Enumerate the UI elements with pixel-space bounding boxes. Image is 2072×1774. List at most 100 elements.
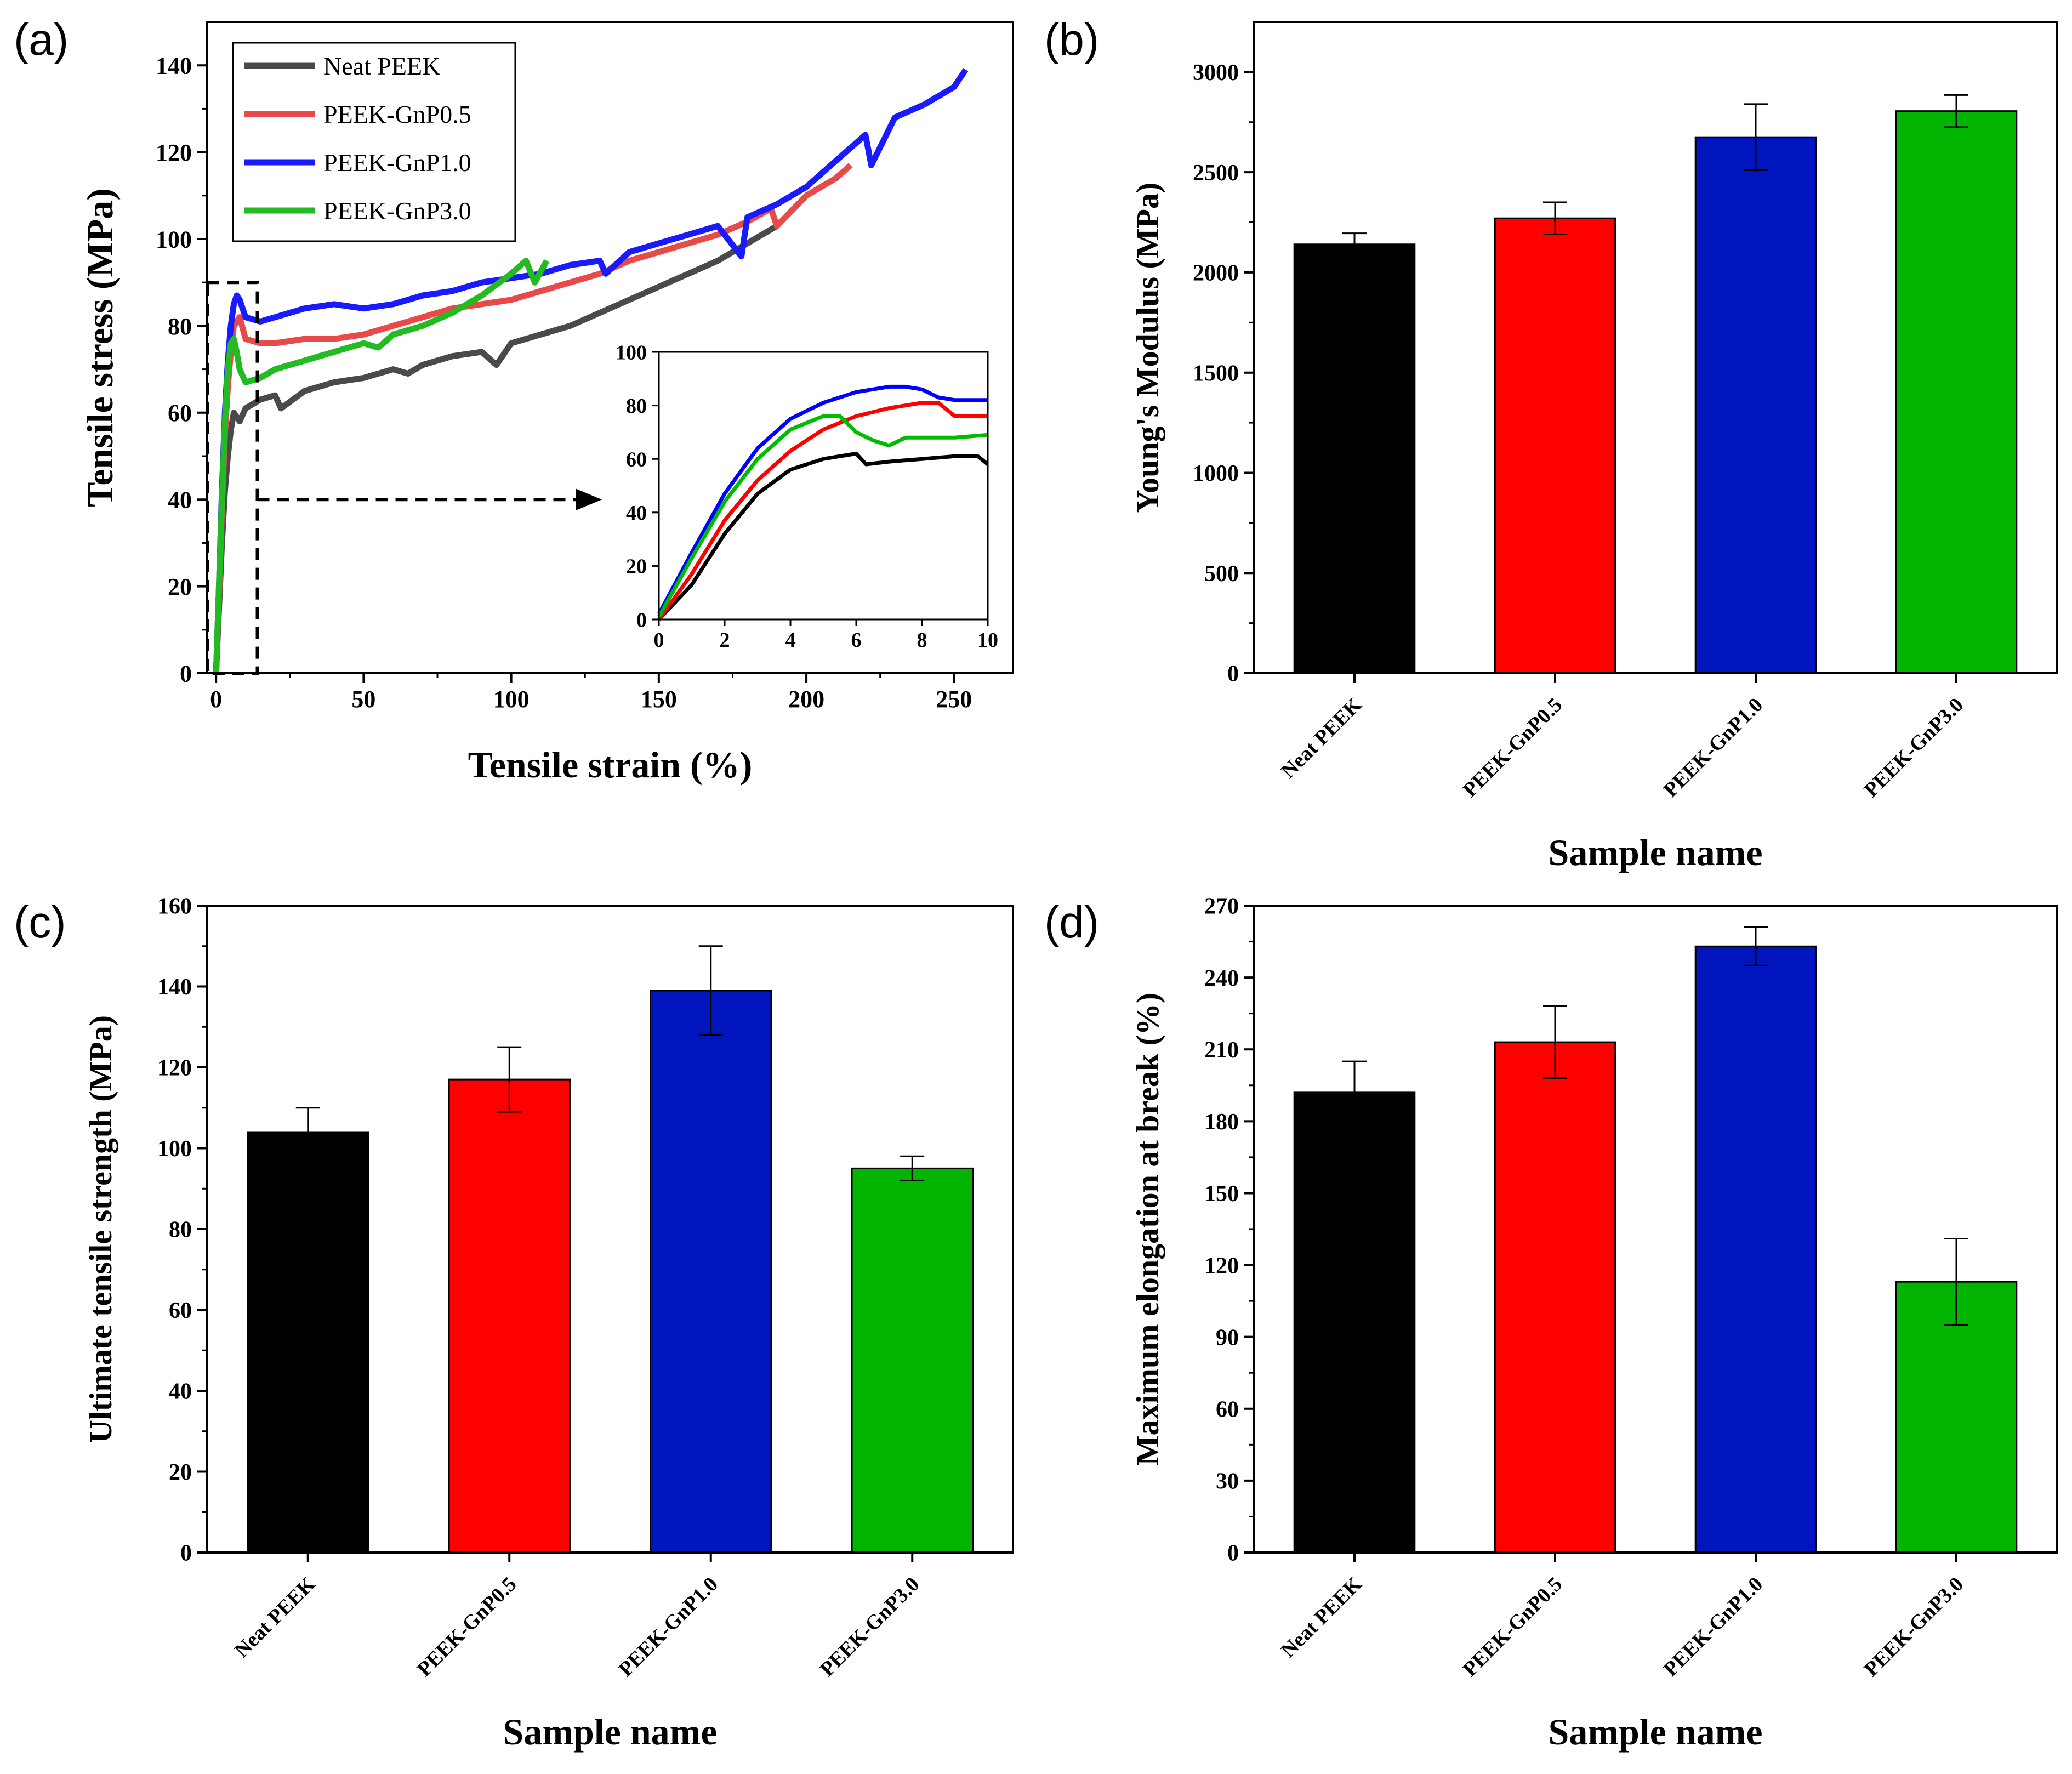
- chart-b-xtick-label: PEEK-GnP3.0: [1860, 693, 1968, 802]
- chart-a-inset-xtick-label: 2: [720, 629, 730, 652]
- chart-c-ytick-label: 40: [169, 1379, 192, 1405]
- chart-b-axes-frame: [1253, 21, 2058, 674]
- chart-b-ytick-label: 500: [1204, 561, 1239, 587]
- chart-d-ytick-label: 0: [1227, 1541, 1239, 1566]
- chart-a-inset-ytick-label: 60: [626, 448, 647, 471]
- chart-b-ytick-label: 1500: [1193, 361, 1239, 386]
- chart-a-ytick-label: 80: [168, 313, 192, 340]
- chart-d-bar-peek-gnp3-0: [1895, 1281, 2018, 1554]
- chart-a-series-peek-gnp3-0: [213, 258, 550, 674]
- chart-a-ytick-label: 100: [156, 226, 192, 253]
- chart-c-xtick-label: PEEK-GnP0.5: [413, 1573, 521, 1681]
- chart-a-ytick-label: 140: [156, 53, 192, 79]
- chart-a-inset-series-peek-gnp1-0: [657, 384, 988, 615]
- chart-d-bar-peek-gnp1-0: [1694, 945, 1817, 1554]
- chart-b-ytick-label: 3000: [1193, 60, 1239, 86]
- chart-c-xlabel: Sample name: [503, 1711, 718, 1753]
- chart-a-legend-label-peek-gnp1-0: PEEK-GnP1.0: [323, 149, 471, 177]
- chart-b-ytick-label: 2500: [1193, 161, 1239, 186]
- chart-a-series-neat-peek: [213, 223, 778, 674]
- chart-d-xtick-label: PEEK-GnP3.0: [1860, 1573, 1968, 1681]
- chart-c-bar-peek-gnp0-5: [448, 1078, 571, 1554]
- chart-c-bar-neat-peek: [247, 1131, 369, 1554]
- chart-d-ytick-label: 30: [1216, 1469, 1239, 1494]
- chart-d-bar-peek-gnp0-5: [1494, 1041, 1616, 1554]
- chart-b-xtick-label: Neat PEEK: [1277, 693, 1367, 783]
- chart-a-inset-ytick-label: 100: [616, 341, 647, 364]
- chart-d-ytick-label: 270: [1204, 894, 1239, 919]
- chart-c-ylabel: Ultimate tensile strength (MPa): [83, 1015, 118, 1443]
- chart-d-ytick-label: 90: [1216, 1325, 1239, 1350]
- chart-d-ytick-label: 240: [1204, 966, 1239, 991]
- chart-d-axes-frame: [1253, 905, 2058, 1554]
- chart-a-ytick-label: 0: [180, 660, 192, 687]
- chart-a-ytick-label: 60: [168, 400, 192, 427]
- chart-b-youngs-modulus: 0 500 1000 1500 2000 2500 3000 Neat PEEK PEEK-Gn…: [1130, 21, 2058, 873]
- chart-a-inset-xtick-label: 8: [917, 629, 927, 652]
- chart-a-legend-label-peek-gnp0-5: PEEK-GnP0.5: [323, 100, 471, 128]
- chart-a-series-peek-gnp1-0: [213, 68, 969, 674]
- chart-a-inset-xtick-label: 10: [977, 629, 998, 652]
- chart-c-xtick-label: PEEK-GnP1.0: [614, 1573, 722, 1681]
- chart-a-inset: 0 20 40 60 80 100 0 2 4 6 8 10: [616, 341, 998, 652]
- chart-b-xtick-label: PEEK-GnP0.5: [1459, 693, 1567, 802]
- chart-d-ytick-label: 150: [1204, 1181, 1239, 1207]
- chart-b-ylabel: Young's Modulus (MPa): [1130, 183, 1165, 513]
- chart-a-inset-ytick-label: 80: [626, 395, 647, 418]
- chart-c-bar-peek-gnp1-0: [650, 990, 772, 1554]
- chart-d-ytick-label: 210: [1204, 1038, 1239, 1063]
- chart-d-ytick-label: 180: [1204, 1110, 1239, 1135]
- chart-a-xtick-label: 200: [788, 686, 824, 713]
- panel-label-c: (c): [14, 897, 66, 947]
- chart-a-inset-series-peek-gnp0-5: [657, 401, 988, 621]
- chart-c-ytick-label: 20: [169, 1460, 192, 1485]
- chart-a-zoom-box: [206, 281, 259, 675]
- chart-c-ytick-label: 60: [169, 1298, 192, 1323]
- chart-a-inset-xtick-label: 4: [785, 629, 796, 652]
- chart-a-xtick-label: 100: [493, 686, 530, 713]
- chart-a-legend-label-neat-peek: Neat PEEK: [323, 52, 440, 80]
- chart-c-axes-frame: [206, 905, 1014, 1554]
- chart-a-inset-axes-frame: [658, 351, 989, 621]
- chart-b-ytick-label: 2000: [1193, 261, 1239, 286]
- chart-b-ytick-label: 0: [1227, 662, 1239, 687]
- chart-c-tensile-strength: 0 20 40 60 80 100 120 140 160 Neat PEEK PEEK-GnP0.…: [83, 894, 1014, 1753]
- chart-c-xtick-label: Neat PEEK: [230, 1572, 320, 1662]
- chart-a-xtick-label: 250: [936, 686, 972, 713]
- chart-c-xtick-label: PEEK-GnP3.0: [816, 1573, 924, 1681]
- chart-c-ytick-label: 100: [157, 1136, 192, 1162]
- chart-a-inset-ytick-label: 40: [626, 502, 647, 525]
- chart-a-inset-series-peek-gnp3-0: [657, 414, 988, 618]
- chart-b-bar-peek-gnp0-5: [1494, 217, 1616, 674]
- panel-label-a: (a): [14, 15, 69, 65]
- chart-b-xlabel: Sample name: [1549, 832, 1763, 873]
- chart-c-ytick-label: 160: [157, 894, 192, 919]
- chart-a-ylabel: Tensile stress (MPa): [79, 188, 121, 507]
- chart-a-inset-ytick-label: 0: [636, 609, 647, 632]
- chart-d-ytick-label: 120: [1204, 1253, 1239, 1278]
- chart-a-xlabel: Tensile strain (%): [468, 744, 753, 786]
- chart-a-ytick-label: 120: [156, 139, 192, 166]
- chart-a-xtick-label: 150: [641, 686, 677, 713]
- chart-a-ytick-label: 40: [168, 487, 192, 514]
- chart-b-bar-peek-gnp1-0: [1694, 136, 1817, 674]
- chart-a-inset-xtick-label: 6: [851, 629, 862, 652]
- chart-b-ytick-label: 1000: [1193, 461, 1239, 486]
- chart-d-xtick-label: PEEK-GnP0.5: [1459, 1573, 1567, 1681]
- chart-c-ytick-label: 120: [157, 1056, 192, 1081]
- chart-d-ytick-label: 60: [1216, 1397, 1239, 1422]
- chart-c-bar-peek-gnp3-0: [851, 1167, 974, 1554]
- chart-d-xtick-label: Neat PEEK: [1277, 1572, 1367, 1662]
- chart-a-inset-plot-bg: [659, 352, 988, 619]
- chart-a-xtick-label: 0: [210, 686, 222, 713]
- chart-c-ytick-label: 80: [169, 1218, 192, 1243]
- chart-a-inset-ytick-label: 20: [626, 555, 647, 578]
- chart-a-legend-label-peek-gnp3-0: PEEK-GnP3.0: [323, 197, 471, 225]
- panel-label-d: (d): [1044, 897, 1099, 947]
- chart-b-bar-neat-peek: [1293, 243, 1416, 674]
- chart-b-bar-peek-gnp3-0: [1895, 110, 2018, 674]
- chart-d-xlabel: Sample name: [1549, 1711, 1763, 1753]
- chart-a-zoom-arrowhead: [576, 488, 602, 511]
